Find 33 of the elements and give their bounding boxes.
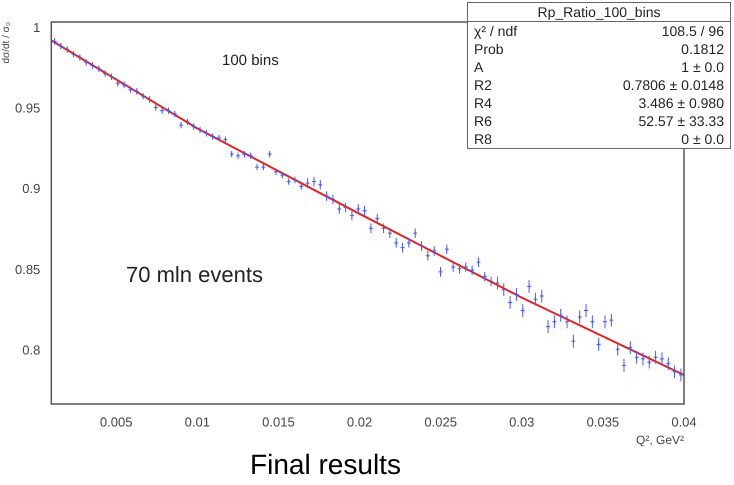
annotation: 1 ± 0.0 [681,58,724,76]
x-tick-label: 0.035 [586,414,620,430]
x-tick-label: 0.02 [346,414,372,430]
annotation: 3.486 ± 0.980 [638,94,724,112]
y-tick-label: 1 [33,20,40,36]
annotation: R6 [474,112,492,130]
annotation: 0.7806 ± 0.0148 [622,76,724,94]
annotation: 100 bins [222,52,279,69]
y-tick-label: 0.85 [14,262,40,277]
text: Rp_Ratio_100_bins [468,3,730,22]
annotation: R8 [474,130,492,148]
annotation: R2 [474,76,492,94]
x-tick-label: 0.005 [100,414,132,430]
x-tick-label: 0.01 [184,414,210,430]
y-axis-title: dσ/dt / σ₀ [0,22,12,64]
annotation: 0 ± 0.0 [681,130,724,148]
y-tick-label: 0.9 [22,181,40,196]
x-tick-label: 0.03 [509,414,534,430]
x-tick-label: 0.04 [671,414,697,430]
text: Final results [250,448,401,482]
annotation: χ² / ndf [474,22,518,40]
y-tick-label: 0.95 [14,100,40,116]
annotation: R4 [474,94,492,112]
x-tick-label: 0.015 [262,414,295,430]
annotation: 108.5 / 96 [662,22,724,40]
annotation: 52.57 ± 33.33 [638,112,724,130]
annotation: Prob [474,40,504,58]
x-tick-label: 0.025 [424,414,457,430]
annotation: A [474,58,484,76]
y-tick-label: 0.8 [22,342,40,358]
annotation: 70 mln events [126,262,263,288]
annotation: 0.1812 [681,40,724,58]
x-axis-title: Q², GeV² [636,433,684,448]
